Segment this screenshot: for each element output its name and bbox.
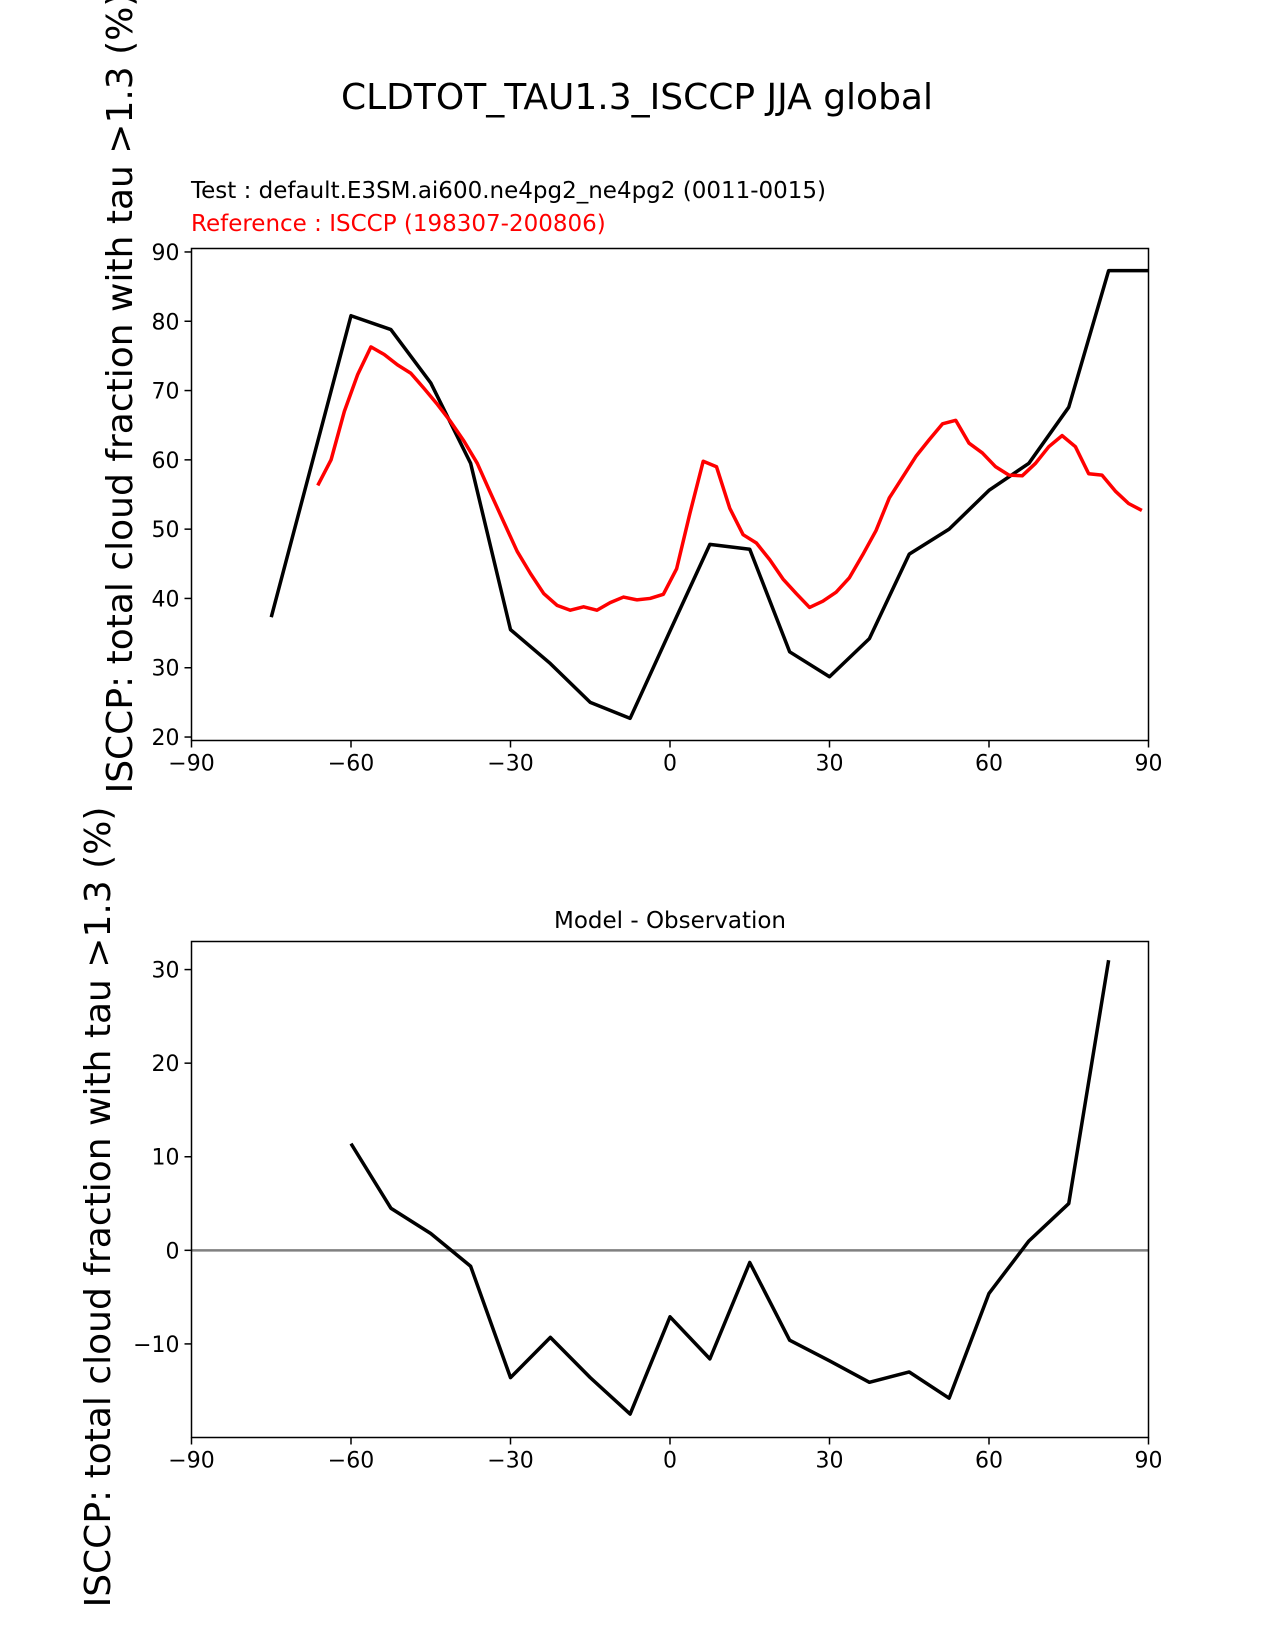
top-x-tick-label: −60 bbox=[328, 752, 374, 777]
top-y-tick-label: 30 bbox=[152, 657, 180, 682]
top-y-tick-label: 40 bbox=[152, 587, 180, 612]
bottom-y-tick-label: 30 bbox=[152, 959, 180, 984]
bottom-plot-title: Model - Observation bbox=[554, 908, 786, 934]
top-x-tick-label: −30 bbox=[487, 752, 533, 777]
bottom-x-tick-label: 30 bbox=[816, 1449, 844, 1474]
bottom-y-tick-label: 0 bbox=[166, 1239, 180, 1264]
diff-series-line bbox=[349, 959, 1111, 1416]
top-y-tick-label: 50 bbox=[152, 518, 180, 543]
top-plot-panel: Test : default.E3SM.ai600.ne4pg2_ne4pg2 … bbox=[100, 0, 1163, 793]
bottom-x-tick-label: 0 bbox=[663, 1449, 677, 1474]
top-axis-ticks: −90 −60 −30 0 30 60 90 20 30 40 50 60 70 80 90 bbox=[152, 241, 1163, 777]
bottom-x-tick-label: −90 bbox=[168, 1449, 214, 1474]
top-x-tick-label: 0 bbox=[663, 752, 677, 777]
bottom-x-tick-label: −60 bbox=[328, 1449, 374, 1474]
top-x-tick-label: 30 bbox=[816, 752, 844, 777]
top-y-tick-label: 20 bbox=[152, 726, 180, 751]
bottom-plot-panel: Model - Observation ISCCP: total cloud f… bbox=[78, 807, 1163, 1608]
top-series-lines bbox=[269, 268, 1149, 721]
top-axes-frame bbox=[190, 247, 1150, 742]
bottom-axes-frame bbox=[190, 940, 1150, 1439]
figure-title: CLDTOT_TAU1.3_ISCCP JJA global bbox=[341, 77, 933, 118]
top-x-tick-label: 90 bbox=[1135, 752, 1163, 777]
top-y-tick-label: 60 bbox=[152, 449, 180, 474]
top-y-tick-label: 80 bbox=[152, 310, 180, 335]
bottom-axis-ticks: −90 −60 −30 0 30 60 90 −10 0 10 20 30 bbox=[133, 959, 1162, 1474]
bottom-x-tick-label: −30 bbox=[487, 1449, 533, 1474]
top-y-tick-label: 90 bbox=[152, 241, 180, 266]
bottom-series-lines bbox=[191, 959, 1149, 1416]
bottom-y-tick-label: 20 bbox=[152, 1052, 180, 1077]
bottom-y-tick-label: −10 bbox=[133, 1333, 179, 1358]
bottom-y-tick-label: 10 bbox=[152, 1146, 180, 1171]
top-y-tick-label: 70 bbox=[152, 380, 180, 405]
top-x-tick-label: −90 bbox=[168, 752, 214, 777]
reference-series-line bbox=[316, 345, 1143, 612]
top-x-tick-label: 60 bbox=[975, 752, 1003, 777]
bottom-y-axis-label: ISCCP: total cloud fraction with tau >1.… bbox=[78, 807, 119, 1608]
bottom-x-tick-label: 90 bbox=[1135, 1449, 1163, 1474]
bottom-x-tick-label: 60 bbox=[975, 1449, 1003, 1474]
reference-dataset-label: Reference : ISCCP (198307-200806) bbox=[191, 211, 606, 237]
test-dataset-label: Test : default.E3SM.ai600.ne4pg2_ne4pg2 … bbox=[190, 178, 826, 204]
top-y-axis-label: ISCCP: total cloud fraction with tau >1.… bbox=[100, 0, 141, 793]
